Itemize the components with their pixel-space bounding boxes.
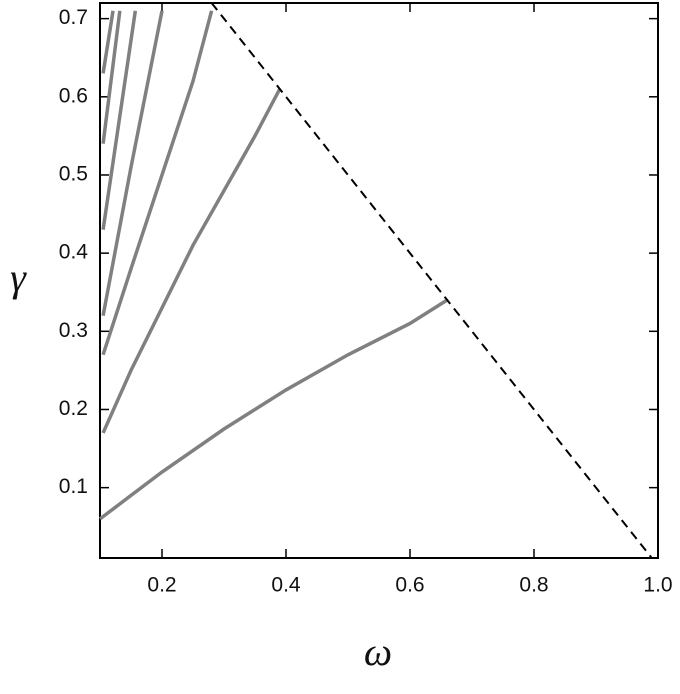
curve <box>101 88 282 434</box>
curve <box>101 10 164 316</box>
x-tick-label: 0.4 <box>271 574 301 597</box>
x-axis-title: ω <box>364 629 392 674</box>
y-tick-label: 0.2 <box>59 397 88 420</box>
y-tick-label: 0.4 <box>59 241 89 264</box>
y-tick-label: 0.1 <box>59 475 88 498</box>
x-tick-label: 1.0 <box>643 574 672 597</box>
y-tick-label: 0.6 <box>59 84 88 107</box>
x-tick-label: 0.8 <box>519 574 548 597</box>
curve <box>101 10 138 230</box>
y-tick-label: 0.3 <box>59 319 88 342</box>
plot-frame <box>99 2 659 559</box>
curve <box>101 10 214 356</box>
curve <box>101 10 115 74</box>
curve <box>98 298 449 521</box>
y-axis-title: γ <box>10 255 27 300</box>
y-tick-label: 0.7 <box>59 6 88 29</box>
x-tick-label: 0.2 <box>147 574 176 597</box>
x-tick-label: 0.6 <box>395 574 424 597</box>
curve <box>101 10 122 144</box>
y-tick-label: 0.5 <box>59 163 88 186</box>
boundary-line <box>210 2 653 559</box>
